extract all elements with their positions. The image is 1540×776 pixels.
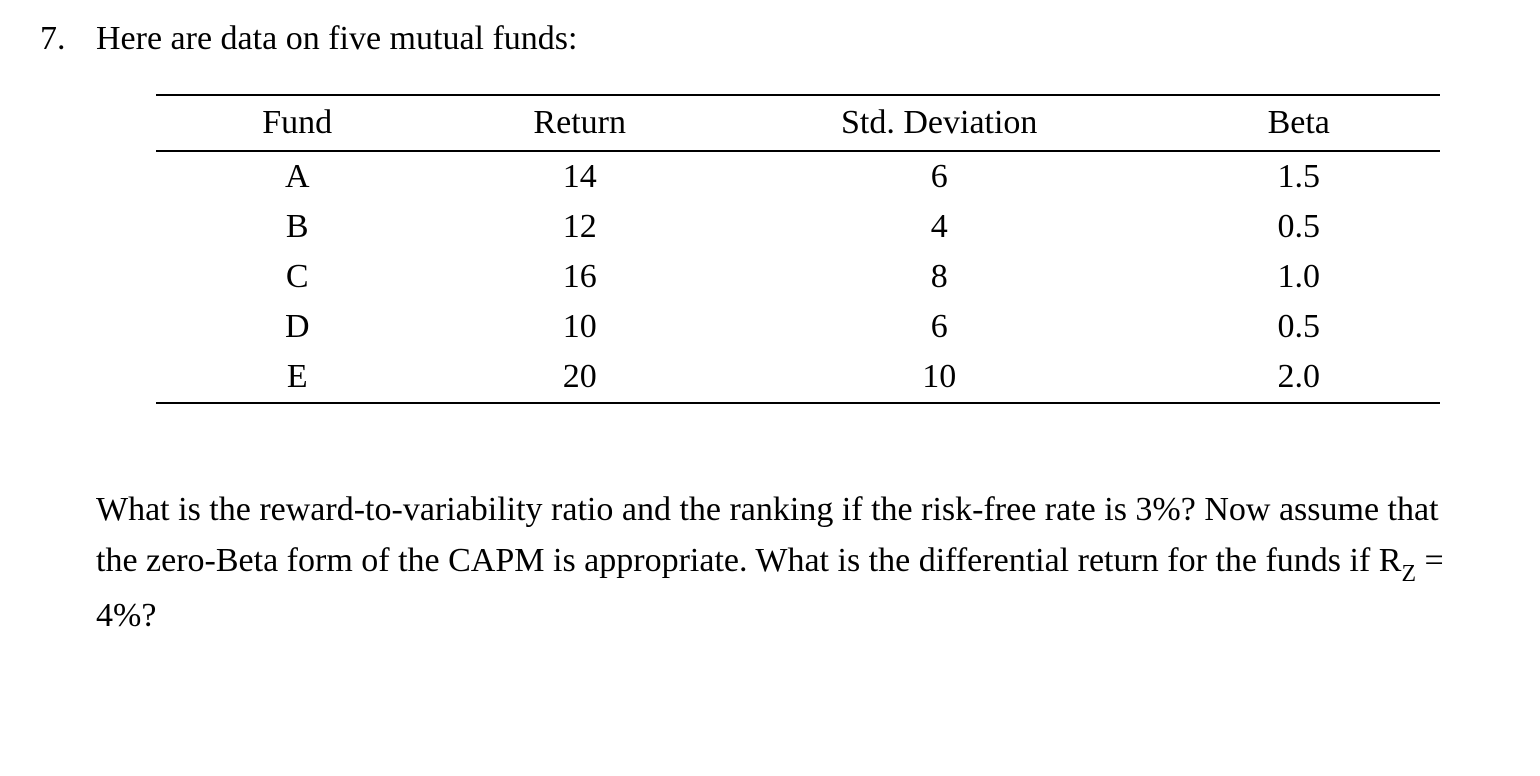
- cell-return: 14: [438, 151, 720, 202]
- cell-return: 10: [438, 302, 720, 352]
- question-intro: Here are data on five mutual funds:: [96, 20, 1500, 58]
- table-row: E 20 10 2.0: [156, 352, 1440, 403]
- table-row: A 14 6 1.5: [156, 151, 1440, 202]
- table-header-row: Fund Return Std. Deviation Beta: [156, 95, 1440, 151]
- cell-std-deviation: 6: [721, 151, 1158, 202]
- cell-return: 20: [438, 352, 720, 403]
- question-text-subscript: Z: [1401, 561, 1416, 587]
- cell-std-deviation: 6: [721, 302, 1158, 352]
- cell-beta: 2.0: [1158, 352, 1441, 403]
- cell-fund: D: [156, 302, 438, 352]
- cell-beta: 0.5: [1158, 302, 1441, 352]
- column-header-return: Return: [438, 95, 720, 151]
- table-row: D 10 6 0.5: [156, 302, 1440, 352]
- question-container: 7. Here are data on five mutual funds: F…: [40, 20, 1500, 641]
- table-row: C 16 8 1.0: [156, 252, 1440, 302]
- cell-fund: E: [156, 352, 438, 403]
- cell-beta: 1.5: [1158, 151, 1441, 202]
- column-header-std-deviation: Std. Deviation: [721, 95, 1158, 151]
- table-wrapper: Fund Return Std. Deviation Beta A 14 6 1…: [96, 94, 1500, 404]
- cell-fund: C: [156, 252, 438, 302]
- cell-std-deviation: 10: [721, 352, 1158, 403]
- cell-beta: 0.5: [1158, 202, 1441, 252]
- funds-table: Fund Return Std. Deviation Beta A 14 6 1…: [156, 94, 1440, 404]
- cell-fund: A: [156, 151, 438, 202]
- question-text: What is the reward-to-variability ratio …: [96, 484, 1500, 641]
- cell-fund: B: [156, 202, 438, 252]
- cell-beta: 1.0: [1158, 252, 1441, 302]
- column-header-beta: Beta: [1158, 95, 1441, 151]
- question-text-part1: What is the reward-to-variability ratio …: [96, 491, 1439, 579]
- cell-std-deviation: 8: [721, 252, 1158, 302]
- cell-return: 16: [438, 252, 720, 302]
- question-body: Here are data on five mutual funds: Fund…: [96, 20, 1500, 641]
- column-header-fund: Fund: [156, 95, 438, 151]
- question-number: 7.: [40, 20, 80, 58]
- cell-std-deviation: 4: [721, 202, 1158, 252]
- cell-return: 12: [438, 202, 720, 252]
- table-row: B 12 4 0.5: [156, 202, 1440, 252]
